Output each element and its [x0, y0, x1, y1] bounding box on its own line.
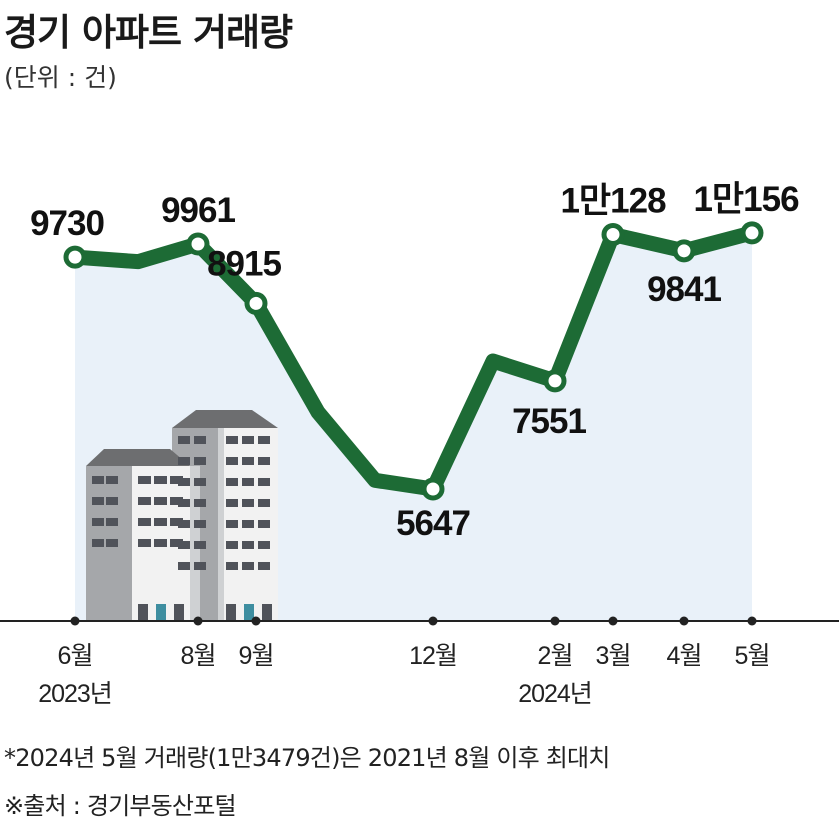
x-tick-2024-02 [550, 616, 560, 626]
data-label-2024-05: 1만156 [693, 180, 799, 219]
data-point-2023-12 [421, 477, 445, 501]
data-point-2024-04 [672, 239, 696, 263]
data-label-2023-06: 9730 [30, 204, 104, 243]
data-label-2024-04: 9841 [647, 270, 721, 309]
data-point-2024-03 [601, 223, 625, 247]
x-tick-label-2023-08: 8월 [181, 642, 216, 670]
x-tick-label-2024-04: 4월 [667, 642, 702, 670]
x-tick-label-2023-09: 9월 [239, 642, 274, 670]
data-point-2023-08 [186, 232, 210, 256]
data-label-2024-02: 7551 [512, 402, 586, 441]
data-point-2023-06 [63, 245, 87, 269]
data-label-2023-12: 5647 [396, 504, 470, 543]
x-tick-label-2024-03: 3월 [596, 642, 631, 670]
x-tick-label-2024-05: 5월 [735, 642, 770, 670]
x-tick-label-2023-12: 12월 [409, 642, 457, 670]
data-point-2024-05 [740, 221, 764, 245]
x-tick-label-2023-06: 6월 [58, 642, 93, 670]
x-tick-label-2024-02: 2월 [538, 642, 573, 670]
x-tick-2024-05 [747, 616, 757, 626]
footnote-source: ※출처 : 경기부동산포털 [4, 792, 237, 820]
data-point-2023-09 [244, 291, 268, 315]
footnote-note: *2024년 5월 거래량(1만3479건)은 2021년 8월 이후 최대치 [4, 744, 610, 772]
data-label-2024-03: 1만128 [560, 182, 666, 221]
x-tick-year-2024-02: 2024년 [518, 680, 592, 708]
unit-label: (단위 : 건) [4, 63, 117, 92]
x-tick-year-2023-06: 2023년 [38, 680, 112, 708]
x-tick-2024-04 [679, 616, 689, 626]
x-tick-2024-03 [608, 616, 618, 626]
chart-title: 경기 아파트 거래량 [4, 11, 293, 54]
data-point-2024-02 [543, 369, 567, 393]
x-tick-2023-06 [70, 616, 80, 626]
x-tick-2023-12 [428, 616, 438, 626]
x-tick-2023-09 [251, 616, 261, 626]
data-label-2023-09: 8915 [207, 244, 281, 283]
x-tick-2023-08 [193, 616, 203, 626]
apartment-buildings-illustration [86, 410, 278, 621]
data-label-2023-08: 9961 [161, 191, 235, 230]
